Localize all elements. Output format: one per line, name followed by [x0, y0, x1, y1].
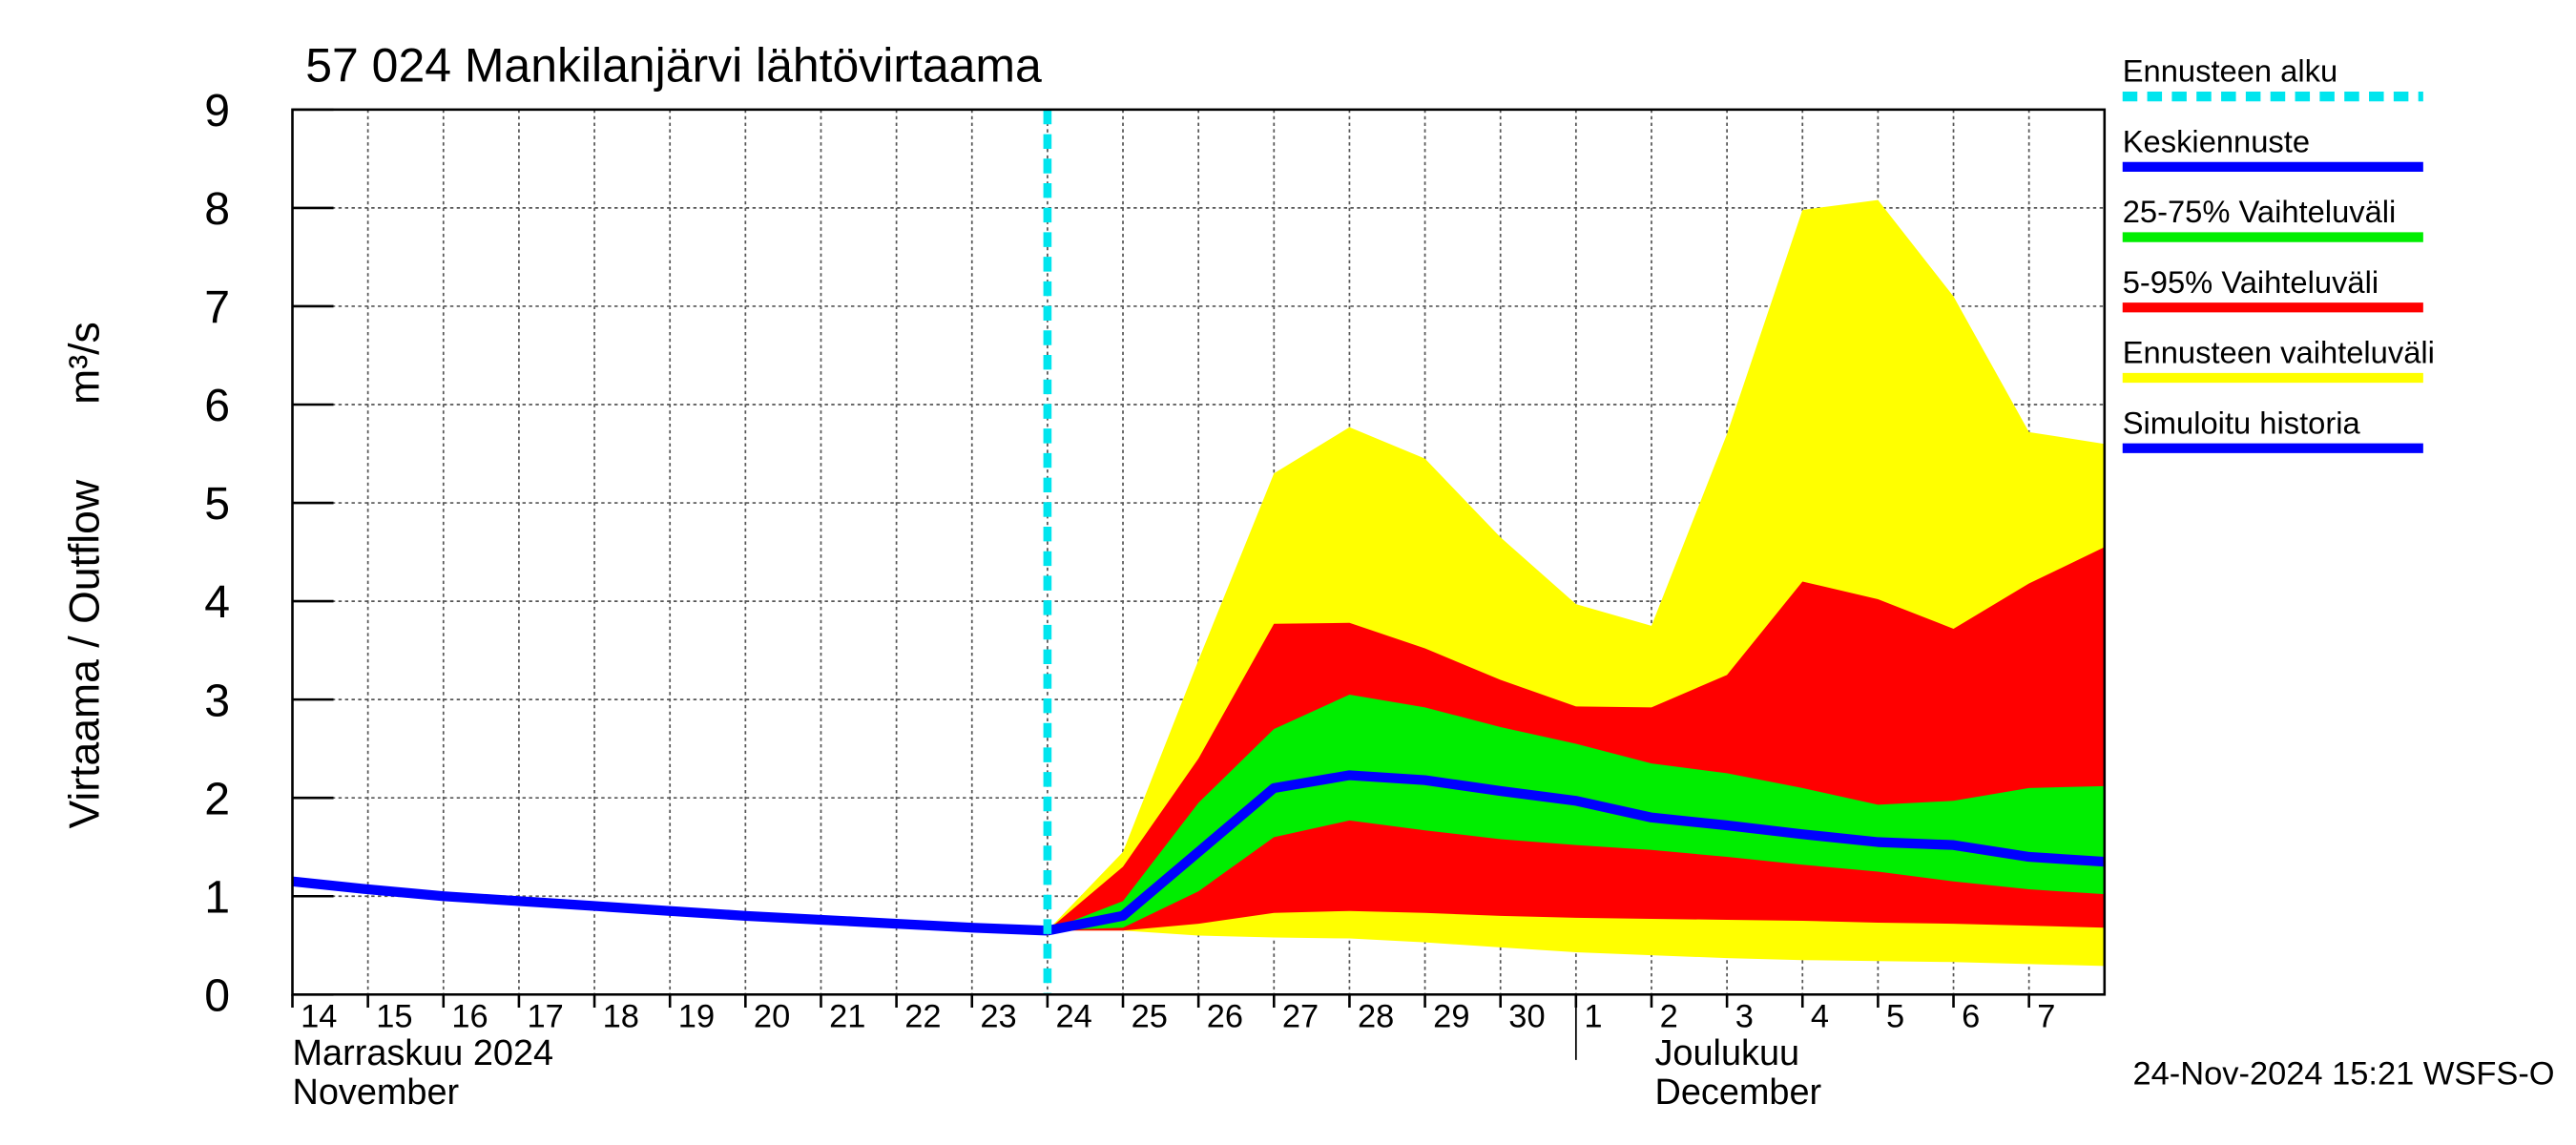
y-tick-label: 3: [204, 675, 230, 726]
x-tick-label: 1: [1584, 999, 1602, 1035]
x-tick-label: 20: [754, 999, 790, 1035]
legend-label: Simuloitu historia: [2123, 405, 2361, 440]
range-band: [1047, 694, 2105, 931]
x-tick-label: 30: [1508, 999, 1545, 1035]
x-tick-label: 23: [980, 999, 1016, 1035]
month-label: Joulukuu: [1654, 1033, 1799, 1073]
plot-frame: [291, 108, 2107, 996]
x-tick-label: 6: [1962, 999, 1980, 1035]
x-tick-label: 15: [376, 999, 412, 1035]
x-tick-label: 4: [1811, 999, 1829, 1035]
chart-title: 57 024 Mankilanjärvi lähtövirtaama: [305, 39, 1042, 93]
legend-label: 5-95% Vaihteluväli: [2123, 264, 2379, 300]
y-axis-label: Virtaama / Outflow: [61, 479, 108, 828]
x-tick-label: 26: [1207, 999, 1243, 1035]
x-tick-label: 19: [678, 999, 715, 1035]
y-tick-label: 2: [204, 773, 230, 824]
legend-label: Keskiennuste: [2123, 123, 2310, 158]
x-tick-label: 25: [1132, 999, 1168, 1035]
x-tick-label: 2: [1660, 999, 1678, 1035]
legend-label: Ennusteen alku: [2123, 53, 2337, 89]
x-tick-label: 17: [528, 999, 564, 1035]
x-tick-label: 7: [2037, 999, 2055, 1035]
x-tick-label: 27: [1282, 999, 1319, 1035]
y-tick-label: 8: [204, 183, 230, 235]
series-line: [1046, 770, 2106, 936]
y-tick-label: 4: [204, 576, 230, 628]
y-tick-label: 0: [204, 970, 230, 1022]
x-tick-label: 24: [1055, 999, 1091, 1035]
y-tick-label: 1: [204, 871, 230, 923]
y-tick-label: 9: [204, 85, 230, 136]
legend-label: 25-75% Vaihteluväli: [2123, 194, 2397, 229]
footer: 24-Nov-2024 15:21 WSFS-O: [2132, 1056, 2554, 1093]
x-tick-label: 18: [603, 999, 639, 1035]
month-label: Marraskuu 2024: [293, 1033, 554, 1073]
month-label: December: [1654, 1072, 1821, 1113]
month-label: November: [293, 1072, 460, 1113]
x-tick-label: 14: [301, 999, 337, 1035]
x-tick-label: 3: [1735, 999, 1754, 1035]
x-tick-label: 5: [1886, 999, 1904, 1035]
legend-label: Ennusteen vaihteluväli: [2123, 335, 2435, 370]
y-axis-unit: m³/s: [61, 322, 108, 405]
y-tick-label: 7: [204, 281, 230, 333]
x-tick-label: 28: [1358, 999, 1394, 1035]
x-tick-label: 16: [451, 999, 488, 1035]
x-tick-label: 22: [904, 999, 941, 1035]
x-tick-label: 21: [829, 999, 865, 1035]
x-tick-label: 29: [1433, 999, 1469, 1035]
y-tick-label: 6: [204, 380, 230, 431]
y-tick-label: 5: [204, 478, 230, 530]
series-line: [291, 876, 1049, 936]
